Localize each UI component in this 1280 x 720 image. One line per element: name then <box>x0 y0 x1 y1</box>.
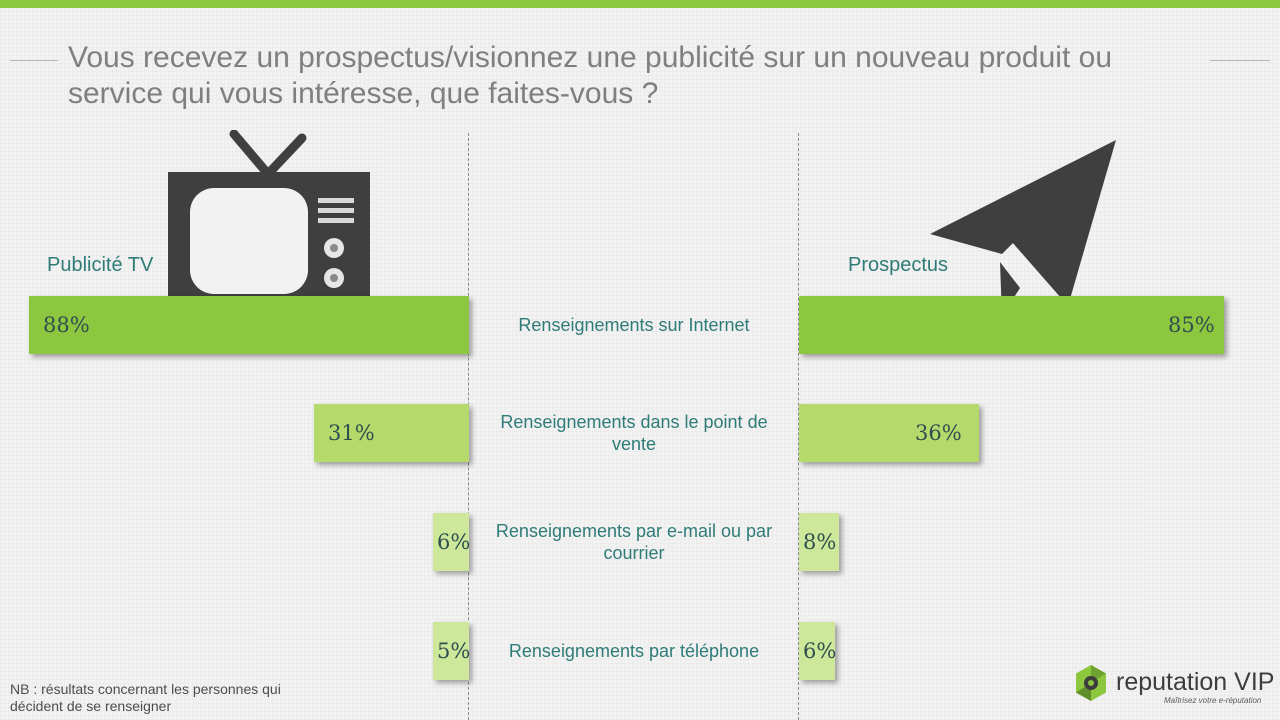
bar-tv-email-courrier <box>433 513 469 571</box>
value-label-tv-email-courrier: 6% <box>437 530 471 554</box>
bar-prospectus-email-courrier <box>799 513 839 571</box>
logo-vip: VIP <box>1234 668 1275 696</box>
series-label-prospectus: Prospectus <box>848 254 949 276</box>
bar-tv-point-de-vente <box>314 404 469 462</box>
television-icon <box>168 130 370 310</box>
bar-prospectus-point-de-vente <box>799 404 979 462</box>
bar-tv-internet <box>29 296 469 354</box>
title-rule-left <box>10 60 58 61</box>
brand-logo: reputation VIP Maîtrisez votre e-réputat… <box>1072 660 1274 710</box>
category-label-internet: Renseignements sur Internet <box>518 315 750 335</box>
bar-tv-telephone <box>433 622 469 680</box>
logo-word: reputation <box>1116 668 1228 696</box>
title-rule-right <box>1210 60 1270 61</box>
value-label-prospectus-point-de-vente: 36% <box>915 421 962 445</box>
footnote: NB : résultats concernant les personnes … <box>10 681 281 714</box>
hexagon-logo-icon <box>1076 665 1106 701</box>
chart-title: Vous recevez un prospectus/visionnez une… <box>68 41 1113 110</box>
bar-prospectus-internet <box>799 296 1224 354</box>
category-label-point-de-vente: Renseignements dans le point de vente <box>500 412 768 454</box>
paper-plane-icon <box>930 140 1116 316</box>
value-label-tv-point-de-vente: 31% <box>328 421 375 445</box>
category-label-email-courrier: Renseignements par e-mail ou par courrie… <box>495 521 773 563</box>
logo-wordmark: reputation VIP <box>1116 668 1274 696</box>
right-divider <box>798 133 799 720</box>
value-label-tv-internet: 88% <box>43 313 90 337</box>
value-label-tv-telephone: 5% <box>437 639 471 663</box>
top-accent-bar <box>0 0 1280 8</box>
logo-tagline: Maîtrisez votre e-réputation <box>1164 696 1262 705</box>
series-label-tv: Publicité TV <box>47 254 154 276</box>
bar-prospectus-telephone <box>799 622 835 680</box>
value-label-prospectus-email-courrier: 8% <box>803 530 837 554</box>
value-label-prospectus-internet: 85% <box>1168 313 1215 337</box>
category-label-telephone: Renseignements par téléphone <box>508 641 760 661</box>
value-label-prospectus-telephone: 6% <box>803 639 837 663</box>
